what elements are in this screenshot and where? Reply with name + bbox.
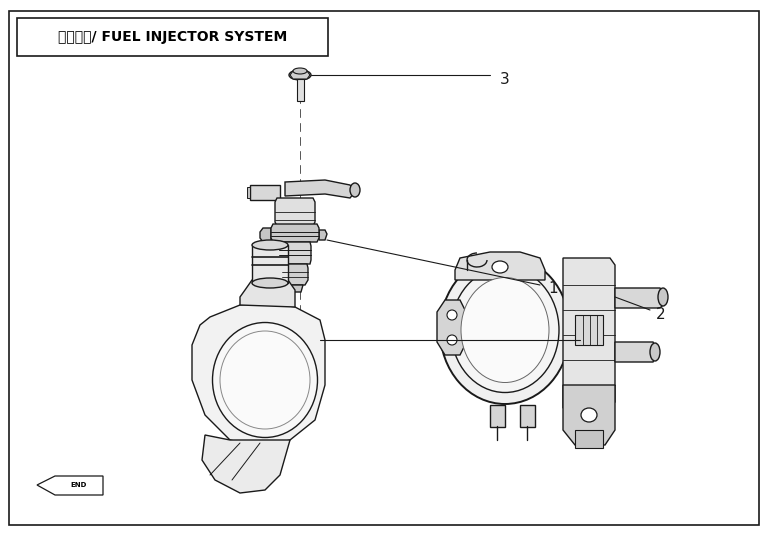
Bar <box>575 430 603 448</box>
Polygon shape <box>202 435 290 493</box>
Ellipse shape <box>293 68 307 74</box>
Bar <box>490 405 505 427</box>
Polygon shape <box>250 185 280 200</box>
Bar <box>17 18 328 56</box>
Polygon shape <box>615 342 655 362</box>
Ellipse shape <box>650 343 660 361</box>
Polygon shape <box>192 303 325 447</box>
Polygon shape <box>240 280 295 307</box>
Bar <box>575 315 603 345</box>
Polygon shape <box>287 285 303 292</box>
Polygon shape <box>271 224 319 242</box>
Text: 喷油系统/ FUEL INJECTOR SYSTEM: 喷油系统/ FUEL INJECTOR SYSTEM <box>58 30 287 44</box>
Ellipse shape <box>252 240 288 250</box>
Polygon shape <box>319 230 327 240</box>
Polygon shape <box>455 252 545 280</box>
Polygon shape <box>275 198 315 226</box>
Polygon shape <box>563 258 615 408</box>
Polygon shape <box>285 180 355 198</box>
Ellipse shape <box>350 183 360 197</box>
Ellipse shape <box>451 268 559 393</box>
Ellipse shape <box>440 256 570 404</box>
Polygon shape <box>290 71 310 79</box>
Ellipse shape <box>252 278 288 288</box>
Polygon shape <box>563 385 615 445</box>
Ellipse shape <box>220 331 310 429</box>
Polygon shape <box>437 300 465 355</box>
Text: 1: 1 <box>548 280 558 295</box>
Bar <box>252 245 288 283</box>
Bar <box>520 405 535 427</box>
Bar <box>296 79 303 101</box>
Text: 2: 2 <box>656 307 666 322</box>
Polygon shape <box>282 264 308 285</box>
Polygon shape <box>615 288 663 308</box>
Polygon shape <box>279 242 311 264</box>
Ellipse shape <box>447 310 457 320</box>
Polygon shape <box>247 187 250 198</box>
Ellipse shape <box>492 261 508 273</box>
Polygon shape <box>260 228 271 242</box>
Text: END: END <box>71 482 88 488</box>
Text: 3: 3 <box>500 72 510 87</box>
Ellipse shape <box>213 323 317 438</box>
Ellipse shape <box>289 70 311 80</box>
Polygon shape <box>37 476 103 495</box>
Ellipse shape <box>447 335 457 345</box>
Ellipse shape <box>658 288 668 306</box>
Ellipse shape <box>581 408 597 422</box>
Ellipse shape <box>461 278 549 383</box>
